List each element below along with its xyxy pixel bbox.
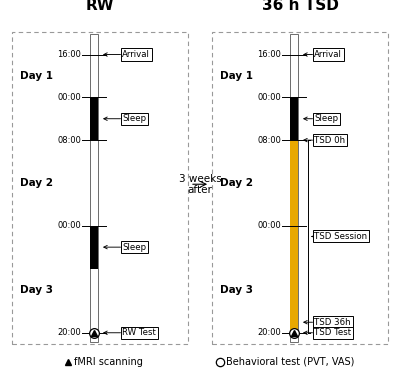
Text: 36 h TSD: 36 h TSD [262,0,338,13]
Text: TSD 36h: TSD 36h [304,318,351,327]
Text: RW Test: RW Test [104,328,156,337]
Text: 3 weeks: 3 weeks [179,174,221,183]
Text: 16:00: 16:00 [57,50,81,59]
Text: 20:00: 20:00 [58,328,81,337]
Text: Arrival: Arrival [304,50,342,59]
Text: fMRI scanning: fMRI scanning [74,357,143,367]
Text: 08:00: 08:00 [257,136,281,145]
Bar [290,140,298,333]
Text: TSD Test: TSD Test [304,328,352,337]
Bar [290,34,298,342]
Text: 00:00: 00:00 [258,221,281,230]
Text: Day 3: Day 3 [220,285,253,295]
Text: 00:00: 00:00 [58,93,81,102]
Text: TSD 0h: TSD 0h [304,136,346,145]
Text: 08:00: 08:00 [57,136,81,145]
Text: RW: RW [86,0,114,13]
Bar [90,34,98,342]
Text: Arrival: Arrival [104,50,150,59]
Text: 20:00: 20:00 [258,328,281,337]
Text: Day 1: Day 1 [20,71,53,81]
Text: 00:00: 00:00 [58,221,81,230]
Text: Sleep: Sleep [104,243,146,252]
Text: Behavioral test (PVT, VAS): Behavioral test (PVT, VAS) [226,357,354,367]
Text: Day 2: Day 2 [20,178,53,188]
Text: 00:00: 00:00 [258,93,281,102]
Text: Day 2: Day 2 [220,178,253,188]
Text: Day 1: Day 1 [220,71,253,81]
Bar [90,226,98,268]
Text: after: after [188,185,212,195]
Bar [90,97,98,140]
Bar [290,97,298,140]
Text: TSD Session: TSD Session [312,232,368,241]
Text: 16:00: 16:00 [257,50,281,59]
Text: Day 3: Day 3 [20,285,53,295]
Text: Sleep: Sleep [304,114,338,123]
Text: Sleep: Sleep [104,114,146,123]
